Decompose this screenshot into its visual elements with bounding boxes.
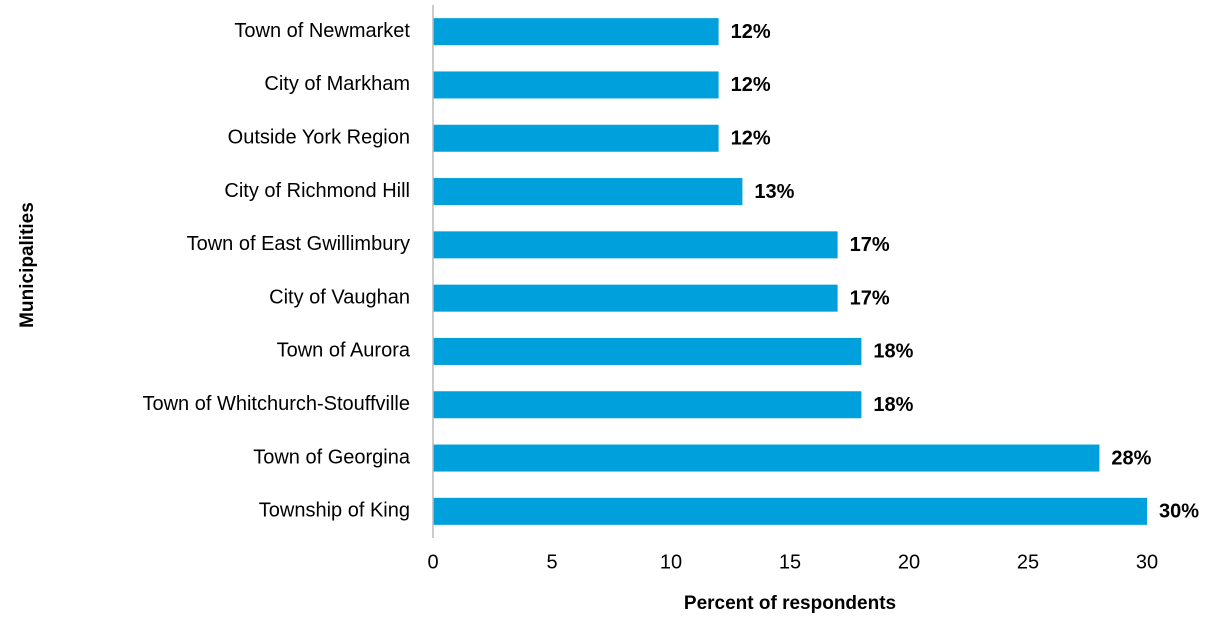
y-tick-label: City of Vaughan	[269, 286, 410, 308]
y-tick-label: Township of King	[259, 500, 410, 522]
bar	[433, 18, 719, 46]
y-tick-label: Town of Whitchurch-Stouffville	[142, 393, 410, 415]
bar	[433, 178, 743, 206]
value-label: 13%	[754, 181, 794, 203]
y-tick-label: Town of Newmarket	[234, 20, 410, 42]
bar	[433, 444, 1100, 472]
bar	[433, 231, 838, 259]
x-tick-label: 15	[779, 551, 801, 573]
bar	[433, 337, 862, 365]
x-tick-label: 5	[546, 551, 557, 573]
value-label: 17%	[850, 234, 890, 256]
value-label: 12%	[731, 74, 771, 96]
bar	[433, 71, 719, 99]
bar	[433, 284, 838, 312]
bar	[433, 391, 862, 419]
x-tick-label: 0	[427, 551, 438, 573]
y-tick-label: City of Markham	[264, 73, 410, 95]
value-label: 12%	[731, 128, 771, 150]
y-tick-label: Outside York Region	[228, 127, 410, 149]
y-axis-label: Municipalities	[17, 202, 38, 328]
value-label: 30%	[1159, 501, 1199, 523]
value-label: 28%	[1111, 447, 1151, 469]
y-tick-label: Town of East Gwillimbury	[187, 233, 410, 255]
y-tick-label: City of Richmond Hill	[224, 180, 410, 202]
x-tick-label: 20	[898, 551, 920, 573]
value-label: 18%	[873, 341, 913, 363]
value-label: 17%	[850, 287, 890, 309]
x-tick-label: 30	[1136, 551, 1158, 573]
x-axis-label: Percent of respondents	[684, 593, 896, 614]
y-tick-label: Town of Georgina	[253, 446, 411, 468]
y-tick-label: Town of Aurora	[277, 340, 411, 362]
x-tick-label: 25	[1017, 551, 1039, 573]
bar	[433, 124, 719, 152]
x-tick-label: 10	[660, 551, 682, 573]
value-label: 18%	[873, 394, 913, 416]
bar	[433, 497, 1147, 525]
value-label: 12%	[731, 21, 771, 43]
